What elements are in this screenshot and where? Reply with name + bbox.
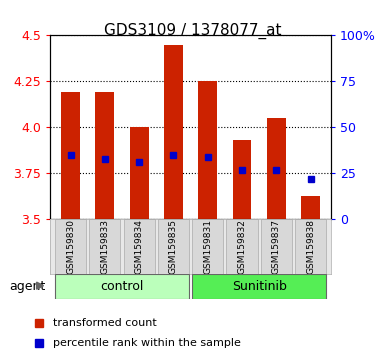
- Bar: [192, 219, 223, 274]
- Bar: [295, 219, 326, 274]
- Bar: [261, 219, 292, 274]
- Text: transformed count: transformed count: [53, 318, 157, 328]
- Bar: [61, 92, 80, 219]
- Bar: [89, 219, 121, 274]
- Text: GSM159830: GSM159830: [66, 219, 75, 274]
- Bar: [301, 195, 320, 219]
- Text: GSM159832: GSM159832: [238, 219, 246, 274]
- Text: GSM159831: GSM159831: [203, 219, 212, 274]
- Text: GDS3109 / 1378077_at: GDS3109 / 1378077_at: [104, 23, 281, 39]
- Bar: [226, 219, 258, 274]
- Bar: [267, 118, 286, 219]
- Text: GSM159838: GSM159838: [306, 219, 315, 274]
- Bar: [130, 127, 149, 219]
- Bar: [198, 81, 217, 219]
- Bar: [158, 219, 189, 274]
- Bar: [233, 140, 251, 219]
- Text: percentile rank within the sample: percentile rank within the sample: [53, 338, 241, 348]
- Bar: [192, 274, 326, 299]
- Text: GSM159835: GSM159835: [169, 219, 178, 274]
- Text: GSM159834: GSM159834: [135, 219, 144, 274]
- Bar: [55, 274, 189, 299]
- Bar: [164, 45, 183, 219]
- Text: GSM159837: GSM159837: [272, 219, 281, 274]
- Text: Sunitinib: Sunitinib: [232, 280, 286, 293]
- Text: GSM159833: GSM159833: [100, 219, 109, 274]
- Text: control: control: [100, 280, 144, 293]
- Text: agent: agent: [10, 280, 46, 292]
- Bar: [95, 92, 114, 219]
- Bar: [124, 219, 155, 274]
- Bar: [55, 219, 86, 274]
